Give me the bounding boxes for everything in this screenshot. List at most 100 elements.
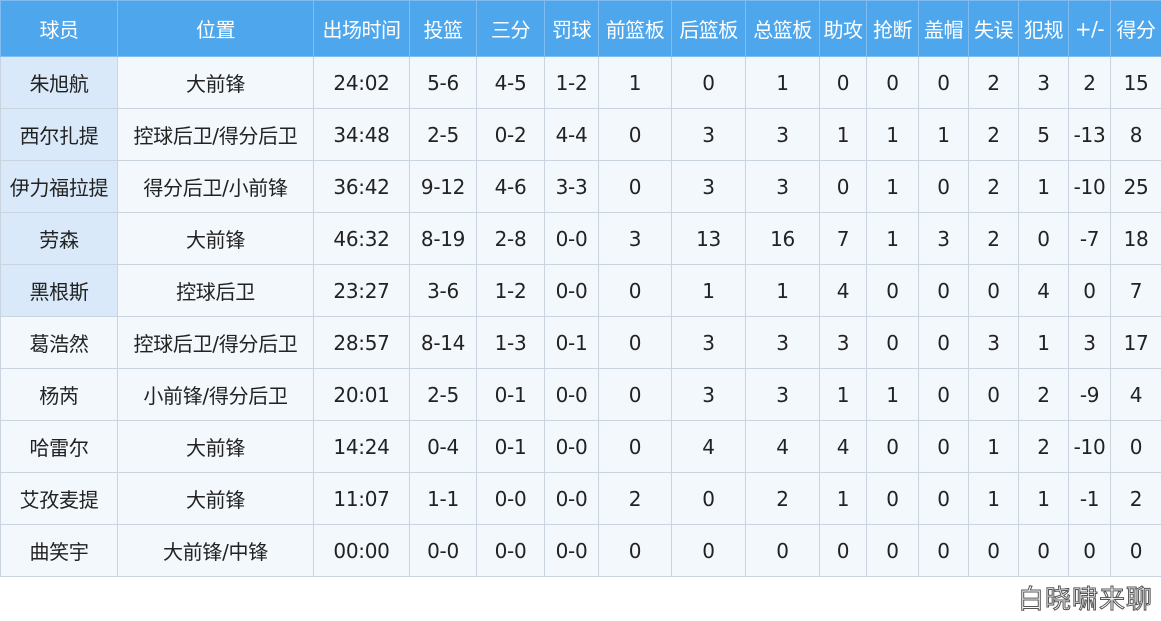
stat-cell: 0-1: [476, 368, 545, 421]
column-header: 位置: [117, 0, 314, 57]
stat-cell: 0: [866, 524, 919, 577]
player-row: 杨芮 小前锋/得分后卫 20:01 2-5 0-1 0-0 0 3 3 1 1 0 0 2 -9 4: [0, 368, 1161, 421]
stat-cell: 0-0: [544, 212, 599, 265]
stat-cell: 4: [1018, 264, 1069, 317]
stat-cell: 28:57: [313, 316, 410, 369]
stat-cell: 0: [968, 368, 1019, 421]
stat-cell: 3: [1068, 316, 1111, 369]
stat-cell: 0: [918, 56, 969, 109]
column-header: 三分: [476, 0, 545, 57]
stat-cell: 0: [918, 524, 969, 577]
stat-cell: 23:27: [313, 264, 410, 317]
header-row: 球员 位置 出场时间 投篮 三分 罚球 前篮板 后篮板 总篮板 助攻 抢断 盖帽 失误 犯规 +/- 得分: [0, 0, 1161, 57]
player-row: 伊力福拉提 得分后卫/小前锋 36:42 9-12 4-6 3-3 0 3 3 0 1 0 2 1 -10 2…: [0, 160, 1161, 213]
stat-cell: 3: [671, 108, 746, 161]
player-row: 曲笑宇 大前锋/中锋 00:00 0-0 0-0 0-0 0 0 0 0 0 0 0 0 0 0: [0, 524, 1161, 577]
player-row: 黑根斯 控球后卫 23:27 3-6 1-2 0-0 0 1 1 4 0 0 0 4 0 7: [0, 264, 1161, 317]
stat-cell: 5: [1018, 108, 1069, 161]
column-header: 抢断: [866, 0, 919, 57]
stat-cell: 1: [598, 56, 672, 109]
stat-cell: 0: [1068, 524, 1111, 577]
stat-cell: 3: [671, 368, 746, 421]
stat-cell: 0: [866, 472, 919, 525]
column-header: 罚球: [544, 0, 599, 57]
stat-cell: 1: [745, 56, 820, 109]
position-cell: 控球后卫/得分后卫: [117, 316, 314, 369]
stat-cell: 46:32: [313, 212, 410, 265]
stat-cell: 1-1: [409, 472, 477, 525]
column-header: 失误: [968, 0, 1019, 57]
stat-cell: 5-6: [409, 56, 477, 109]
stat-cell: 1: [1018, 472, 1069, 525]
stat-cell: 2: [1068, 56, 1111, 109]
stat-cell: 0: [819, 524, 867, 577]
player-row: 西尔扎提 控球后卫/得分后卫 34:48 2-5 0-2 4-4 0 3 3 1 1 1 2 5 -13 8: [0, 108, 1161, 161]
stat-cell: 1: [819, 472, 867, 525]
stat-cell: 2-8: [476, 212, 545, 265]
stat-cell: 3: [968, 316, 1019, 369]
player-name-cell: 朱旭航: [0, 56, 118, 109]
stat-cell: 3: [745, 160, 820, 213]
stat-cell: 1: [866, 368, 919, 421]
stat-cell: 1-3: [476, 316, 545, 369]
stat-cell: 0-0: [476, 524, 545, 577]
column-header: 投篮: [409, 0, 477, 57]
player-name-cell: 哈雷尔: [0, 420, 118, 473]
stat-cell: 1: [866, 212, 919, 265]
stat-cell: 0: [918, 472, 969, 525]
player-name-cell: 黑根斯: [0, 264, 118, 317]
stat-cell: 0: [968, 524, 1019, 577]
stat-cell: 0: [598, 420, 672, 473]
stat-cell: 1-2: [476, 264, 545, 317]
player-name-cell: 葛浩然: [0, 316, 118, 369]
stat-cell: 7: [819, 212, 867, 265]
stat-cell: 0: [598, 316, 672, 369]
stat-cell: 0-0: [409, 524, 477, 577]
stat-cell: 0: [918, 160, 969, 213]
stat-cell: 2: [1018, 420, 1069, 473]
player-name-cell: 曲笑宇: [0, 524, 118, 577]
player-name-cell: 劳森: [0, 212, 118, 265]
stat-cell: 0: [918, 264, 969, 317]
stat-cell: 4: [745, 420, 820, 473]
stat-cell: 0: [866, 420, 919, 473]
stat-cell: 0: [866, 56, 919, 109]
stat-cell: 34:48: [313, 108, 410, 161]
stat-cell: 0: [819, 160, 867, 213]
position-cell: 控球后卫: [117, 264, 314, 317]
stat-cell: -9: [1068, 368, 1111, 421]
player-name-cell: 伊力福拉提: [0, 160, 118, 213]
stat-cell: 1: [671, 264, 746, 317]
stat-cell: 4-6: [476, 160, 545, 213]
stat-cell: 4: [819, 420, 867, 473]
stat-cell: 1: [819, 108, 867, 161]
stat-cell: 3: [598, 212, 672, 265]
stat-cell: -1: [1068, 472, 1111, 525]
stat-cell: -10: [1068, 160, 1111, 213]
stat-cell: 0: [671, 56, 746, 109]
stat-cell: 9-12: [409, 160, 477, 213]
position-cell: 大前锋: [117, 420, 314, 473]
stat-cell: 1: [968, 420, 1019, 473]
position-cell: 得分后卫/小前锋: [117, 160, 314, 213]
stat-cell: 0-4: [409, 420, 477, 473]
stat-cell: 2: [968, 56, 1019, 109]
stat-cell: 0: [918, 368, 969, 421]
stat-cell: 0-1: [544, 316, 599, 369]
stat-cell: 0-2: [476, 108, 545, 161]
stat-cell: 24:02: [313, 56, 410, 109]
stat-cell: 4-5: [476, 56, 545, 109]
player-row: 葛浩然 控球后卫/得分后卫 28:57 8-14 1-3 0-1 0 3 3 3 0 0 3 1 3 17: [0, 316, 1161, 369]
position-cell: 大前锋: [117, 212, 314, 265]
stat-cell: 1: [1018, 160, 1069, 213]
stat-cell: 0: [1018, 524, 1069, 577]
stat-cell: 3: [671, 316, 746, 369]
stat-cell: 2: [598, 472, 672, 525]
stat-cell: 3: [819, 316, 867, 369]
stat-cell: 16: [745, 212, 820, 265]
stat-cell: 4: [671, 420, 746, 473]
column-header: +/-: [1068, 0, 1111, 57]
stat-cell: 8-19: [409, 212, 477, 265]
stat-cell: 2: [968, 108, 1019, 161]
stat-cell: 0: [918, 316, 969, 369]
